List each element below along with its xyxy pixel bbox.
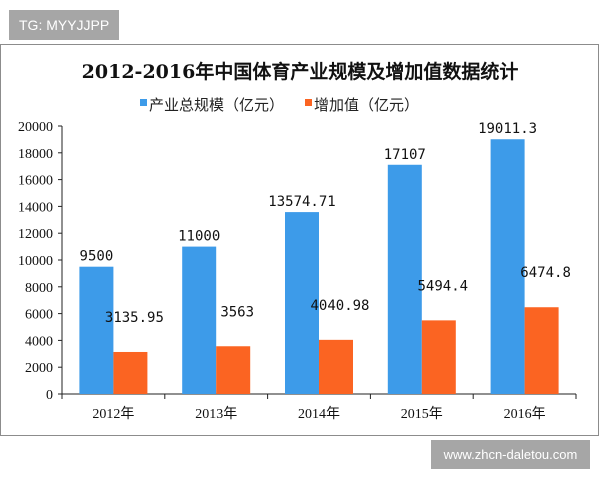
x-tick-label: 2012年 (92, 406, 134, 422)
data-label: 13574.71 (268, 194, 335, 210)
y-tick-label: 20000 (18, 120, 53, 135)
data-label: 5494.4 (418, 278, 469, 294)
bar-total-scale (387, 164, 422, 394)
bar-total-scale (79, 266, 114, 394)
y-tick-label: 0 (46, 388, 53, 403)
legend-label: 增加值（亿元） (314, 96, 419, 114)
data-label: 17107 (384, 147, 426, 163)
y-tick-label: 10000 (18, 254, 53, 269)
bar-value-added (319, 339, 353, 394)
x-tick-label: 2016年 (504, 406, 546, 422)
bar-value-added (421, 320, 456, 394)
y-tick-label: 12000 (18, 227, 53, 242)
data-label: 9500 (80, 249, 114, 265)
bar-value-added (113, 351, 148, 394)
y-tick-label: 6000 (25, 308, 53, 323)
y-tick-label: 4000 (25, 334, 53, 349)
legend-swatch (305, 99, 312, 106)
legend-label: 产业总规模（亿元） (149, 96, 284, 114)
legend: 产业总规模（亿元） 增加值（亿元） (140, 96, 419, 114)
y-tick-label: 2000 (25, 361, 53, 376)
data-label: 4040.98 (310, 298, 369, 314)
x-tick-label: 2013年 (195, 406, 237, 422)
y-tick-label: 18000 (18, 147, 53, 162)
chart-frame (0, 44, 599, 436)
bar-total-scale (182, 246, 217, 394)
x-tick-label: 2015年 (401, 406, 443, 422)
bar-total-scale (285, 212, 319, 394)
data-label: 6474.8 (520, 265, 571, 281)
chart-title: 2012-2016年中国体育产业规模及增加值数据统计 (82, 60, 519, 83)
site-watermark: www.zhcn-daletou.com (431, 440, 590, 469)
data-label: 3135.95 (105, 310, 164, 326)
data-label: 19011.3 (478, 121, 537, 137)
y-tick-label: 8000 (25, 281, 53, 296)
x-tick-label: 2014年 (298, 406, 340, 422)
bar-total-scale (490, 139, 525, 394)
y-tick-label: 14000 (18, 200, 53, 215)
bar-value-added (216, 346, 251, 394)
data-label: 11000 (178, 229, 220, 245)
legend-swatch (140, 99, 147, 106)
y-tick-label: 16000 (18, 174, 53, 189)
data-label: 3563 (220, 304, 254, 320)
tg-badge: TG: MYYJJPP (9, 10, 119, 40)
bar-value-added (524, 307, 559, 394)
